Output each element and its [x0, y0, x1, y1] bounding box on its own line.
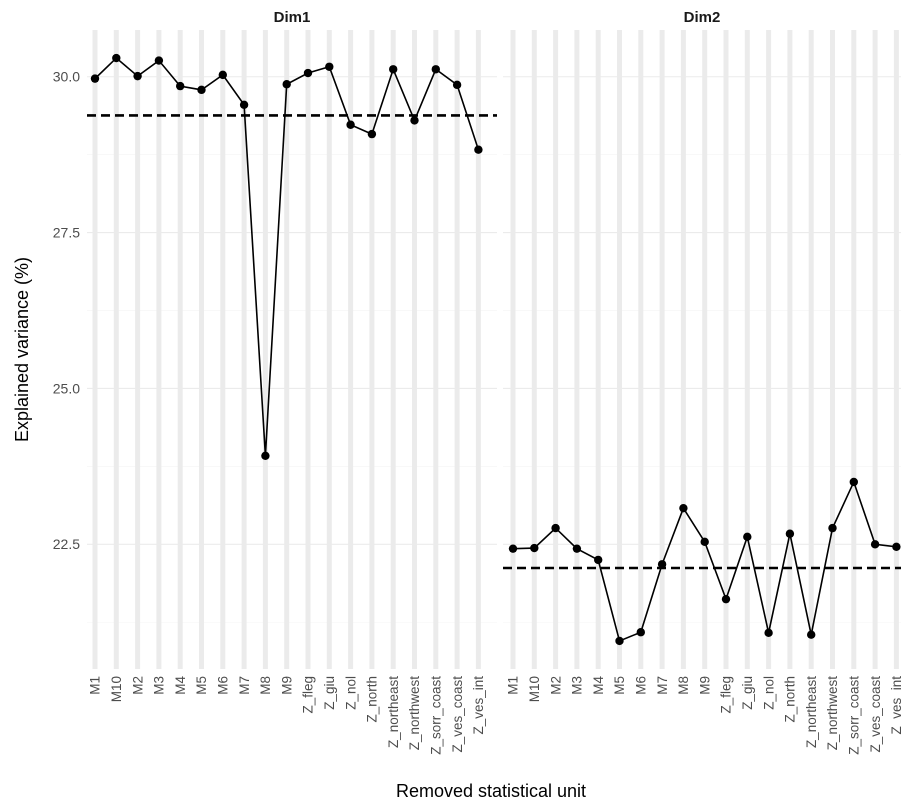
data-point — [325, 62, 334, 71]
data-point — [133, 71, 142, 81]
x-tick-label: Z_northwest — [825, 676, 840, 751]
data-point — [112, 53, 121, 63]
y-tick-label: 27.5 — [53, 225, 80, 241]
panel-title: Dim1 — [274, 9, 311, 26]
data-point — [807, 630, 816, 639]
data-point — [636, 628, 645, 637]
data-point — [849, 477, 858, 487]
data-point — [474, 145, 483, 154]
data-point — [870, 540, 880, 549]
x-tick-label: Z_north — [783, 676, 798, 723]
data-point — [679, 503, 688, 513]
x-tick-label: M5 — [612, 676, 627, 695]
data-point — [721, 594, 731, 604]
panel-background — [87, 30, 497, 669]
x-tick-label: Z_sorr_coast — [847, 676, 862, 755]
data-point — [176, 81, 185, 91]
x-tick-label: M10 — [109, 676, 124, 702]
data-point — [508, 544, 518, 553]
data-point — [197, 85, 206, 95]
x-tick-label: M2 — [130, 676, 145, 695]
y-tick-label: 25.0 — [53, 380, 80, 396]
data-point — [785, 529, 795, 538]
x-tick-label: Z_nol — [343, 676, 358, 710]
x-tick-label: Z_sorr_coast — [429, 676, 444, 755]
data-point — [303, 68, 313, 78]
x-tick-label: Z_ves_int — [889, 676, 901, 735]
x-tick-label: M1 — [88, 676, 103, 695]
x-tick-label: M3 — [152, 676, 167, 695]
x-tick-label: M8 — [676, 676, 691, 695]
x-tick-label: Z_ves_int — [471, 676, 486, 735]
x-tick-label: Z_ves_coast — [450, 676, 465, 753]
x-tick-label: M4 — [591, 676, 606, 695]
data-point — [218, 70, 227, 80]
x-tick-label: Z_northeast — [386, 676, 401, 748]
panel-dim2: Dim2 M1 M10 M2 M3 M4 M5 M6 M7 M8 M9 Z_fleg Z_giu Z_no… — [503, 9, 901, 755]
y-axis-title: Explained variance (%) — [12, 257, 32, 442]
x-tick-label: M5 — [194, 676, 209, 695]
data-point — [367, 129, 377, 139]
data-point — [452, 80, 462, 90]
x-tick-label: M4 — [173, 676, 188, 695]
data-point — [261, 451, 270, 460]
data-point — [764, 628, 773, 638]
x-axis-title: Removed statistical unit — [396, 781, 586, 801]
y-tick-label: 22.5 — [53, 536, 80, 552]
panel-title: Dim2 — [684, 9, 721, 26]
x-tick-label: M10 — [527, 676, 542, 702]
x-tick-label: Z_northeast — [804, 676, 819, 748]
x-tick-label: M6 — [634, 676, 649, 695]
x-tick-label: Z_giu — [322, 676, 337, 710]
x-tick-label: Z_fleg — [719, 676, 734, 714]
x-tick-label: Z_giu — [740, 676, 755, 710]
data-point — [239, 100, 249, 110]
x-tick-label: M1 — [506, 676, 521, 695]
data-point — [892, 542, 901, 552]
data-point — [700, 537, 709, 547]
y-tick-label: 30.0 — [53, 69, 80, 85]
x-tick-label: M8 — [258, 676, 273, 695]
data-point — [346, 120, 355, 129]
data-point — [743, 532, 752, 542]
x-tick-label: M2 — [548, 676, 563, 695]
data-point — [410, 116, 419, 125]
x-tick-label: M6 — [216, 676, 231, 695]
data-point — [530, 543, 539, 553]
data-point — [431, 65, 440, 74]
x-tick-label: M3 — [570, 676, 585, 695]
data-point — [282, 80, 291, 89]
data-point — [615, 636, 624, 646]
data-point — [551, 523, 560, 533]
x-tick-label: M9 — [697, 676, 712, 695]
x-tick-label: M9 — [279, 676, 294, 695]
x-tick-label: Z_northwest — [407, 676, 422, 751]
data-point — [594, 555, 603, 565]
data-point — [154, 56, 164, 65]
x-tick-label: Z_north — [365, 676, 380, 723]
data-point — [828, 523, 837, 533]
panel-dim1: Dim1 M1 M10 M2 M3 M4 M5 M6 M7 M8 M9 Z_fleg Z_giu Z_no… — [87, 9, 497, 755]
x-tick-label: Z_fleg — [301, 676, 316, 714]
data-point — [389, 65, 398, 74]
data-point — [90, 74, 100, 83]
x-tick-label: M7 — [655, 676, 670, 695]
data-point — [572, 544, 582, 553]
data-point — [657, 560, 667, 569]
x-tick-label: Z_nol — [761, 676, 776, 710]
x-tick-label: Z_ves_coast — [868, 676, 883, 753]
x-tick-label: M7 — [237, 676, 252, 695]
panel-background — [503, 30, 901, 669]
